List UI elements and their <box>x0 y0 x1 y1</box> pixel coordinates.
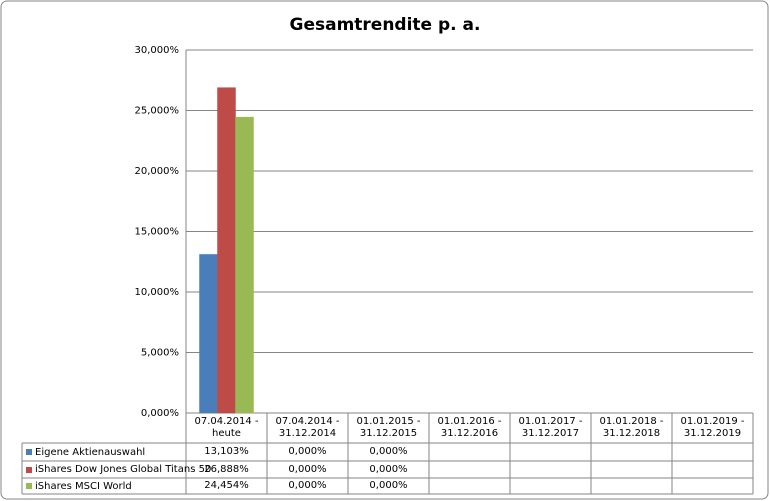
y-tick-label: 10,000% <box>135 287 180 298</box>
y-tick-label: 20,000% <box>135 166 180 177</box>
value-label: 0,000% <box>288 480 327 491</box>
value-label: 0,000% <box>288 463 327 475</box>
legend-entry: Eigene Aktienauswahl <box>26 443 145 461</box>
y-tick-label: 15,000% <box>135 227 180 238</box>
y-tick-label: 25,000% <box>135 106 180 117</box>
legend-label: iShares Dow Jones Global Titans 50 <box>35 464 212 475</box>
category-label: 01.01.2017 - 31.12.2017 <box>518 416 583 439</box>
category-label: 07.04.2014 - heute <box>194 416 259 439</box>
value-label: 13,103% <box>204 446 249 457</box>
legend-swatch <box>26 466 32 473</box>
y-tick-label: 0,000% <box>141 408 179 419</box>
legend-label: Eigene Aktienauswahl <box>35 446 146 458</box>
category-label: 01.01.2015 - 31.12.2015 <box>356 416 421 439</box>
bar <box>235 116 254 414</box>
value-label: 26,888% <box>204 463 249 475</box>
category-label: 01.01.2018 - 31.12.2018 <box>599 416 664 439</box>
category-label: 01.01.2019 - 31.12.2019 <box>680 416 745 439</box>
y-tick-label: 5,000% <box>141 348 179 359</box>
value-label: 0,000% <box>369 463 408 475</box>
legend-swatch <box>26 449 32 455</box>
bar <box>199 254 218 414</box>
value-label: 0,000% <box>288 446 327 457</box>
bar <box>217 87 236 414</box>
category-label: 07.04.2014 - 31.12.2014 <box>275 416 340 439</box>
legend-entry: iShares MSCI World <box>26 478 132 494</box>
legend-label: iShares MSCI World <box>35 480 132 492</box>
legend-entry: iShares Dow Jones Global Titans 50 <box>26 461 211 478</box>
y-tick-label: 30,000% <box>135 45 180 56</box>
category-label: 01.01.2016 - 31.12.2016 <box>437 416 502 439</box>
value-label: 0,000% <box>369 446 408 457</box>
chart-title: Gesamtrendite p. a. <box>290 15 481 35</box>
value-label: 0,000% <box>369 480 408 491</box>
value-label: 24,454% <box>204 480 249 491</box>
legend-swatch <box>26 483 32 489</box>
